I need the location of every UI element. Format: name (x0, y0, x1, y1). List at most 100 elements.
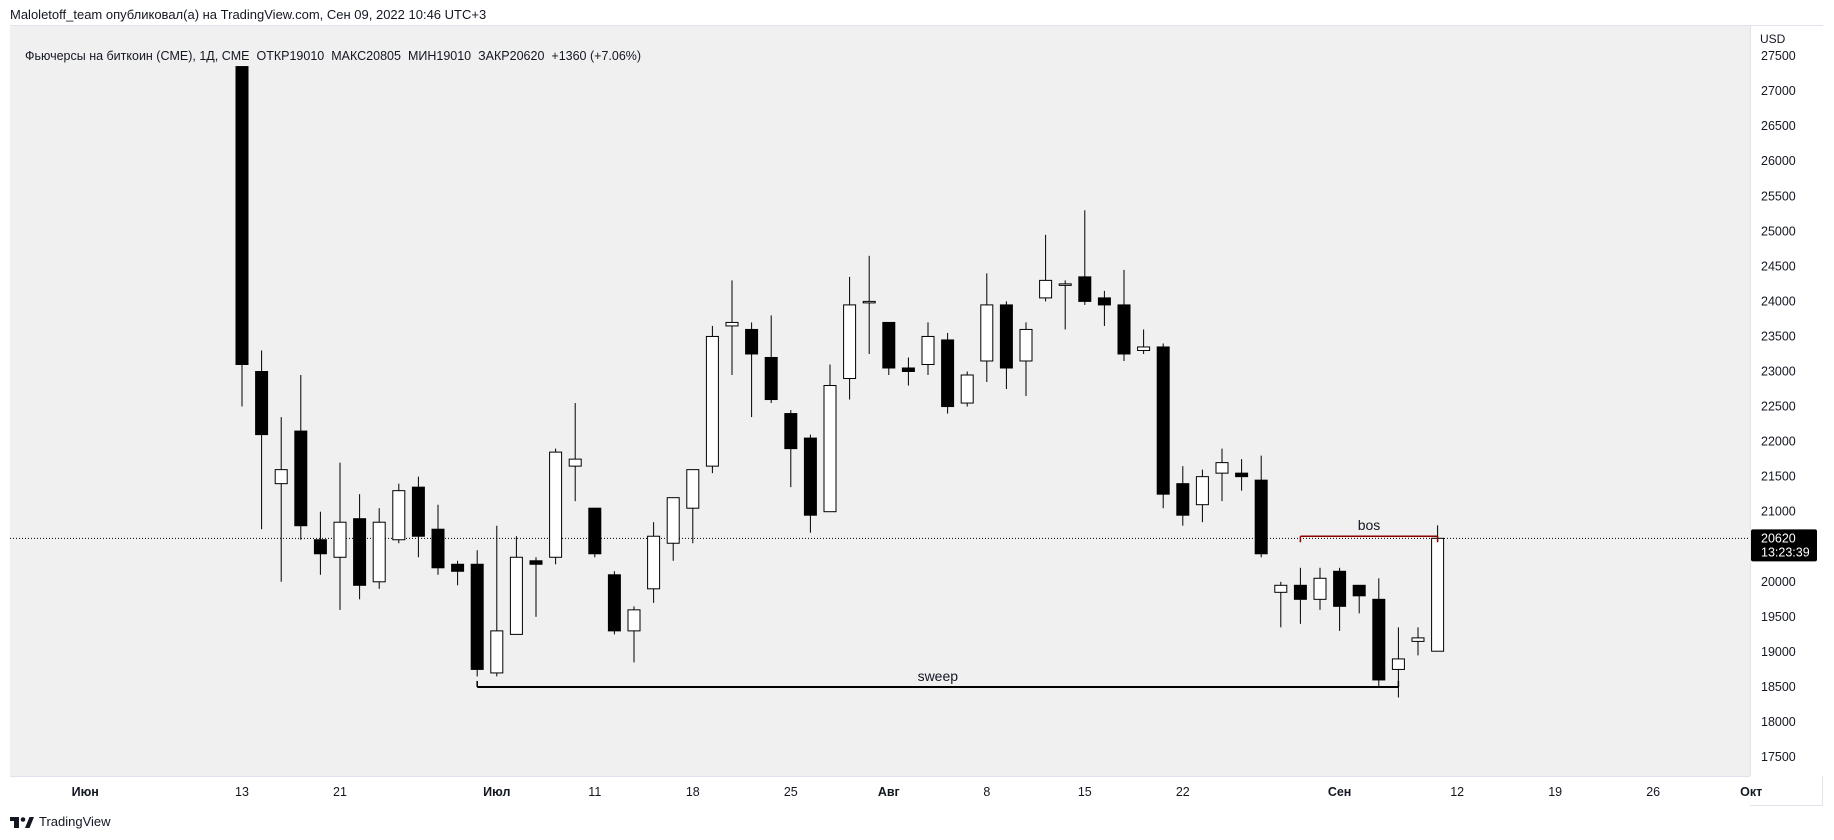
candle (666, 497, 680, 561)
time-tick-labels: Июн 13 21 Июл 11 18 25 Авг 8 15 22 Сен 12 19 26 Окт (72, 785, 1763, 799)
candle-body-bear (294, 430, 308, 527)
candle-body-bull (1313, 577, 1327, 600)
candle-body-bull (392, 490, 406, 541)
candles (235, 66, 1445, 698)
candle (1293, 567, 1307, 624)
candle (843, 276, 857, 400)
candle (509, 536, 523, 635)
price-scale[interactable] (1750, 26, 1823, 776)
price-tick-label: 26500 (1761, 119, 1796, 133)
last-price-tag-value: 20620 (1761, 531, 1796, 545)
candle-body-bull (647, 535, 661, 590)
price-tick-label: 19000 (1761, 645, 1796, 659)
candle (1019, 322, 1033, 397)
candle-body-bull (1274, 584, 1288, 593)
candle (1431, 525, 1445, 652)
time-tick-label: 21 (333, 785, 347, 799)
candle-body-bear (451, 563, 465, 572)
legend-open: ОТКР19010 (256, 49, 325, 63)
candle-body-bear (999, 304, 1013, 369)
candle (764, 315, 778, 404)
candle-body-bear (588, 507, 602, 555)
candle-body-bear (901, 367, 915, 372)
price-tick-label: 27500 (1761, 49, 1796, 63)
candle (803, 434, 817, 533)
candle-body-bull (862, 300, 876, 304)
candle (1078, 210, 1092, 305)
last-price-tag (1751, 529, 1817, 562)
candle-body-bull (509, 556, 523, 635)
price-tick-label: 21500 (1761, 470, 1796, 484)
candle-body-bear (1156, 346, 1170, 495)
candle-body-bear (1372, 598, 1386, 681)
time-tick-label: 15 (1078, 785, 1092, 799)
candle-body-bear (803, 437, 817, 516)
legend-symbol: Фьючерсы на биткоин (CME), 1Д, CME (24, 49, 250, 63)
candle-body-bear (1333, 570, 1347, 607)
candle-body-bear (1078, 276, 1092, 302)
candle-body-bull (823, 385, 837, 513)
legend-low: МИН19010 (407, 49, 472, 63)
time-scale[interactable] (10, 776, 1750, 806)
price-tick-label: 25000 (1761, 224, 1796, 238)
candle (333, 462, 347, 610)
candle-body-bull (921, 335, 935, 365)
candle (980, 273, 994, 383)
price-tick-label: 24500 (1761, 259, 1796, 273)
candle-body-bear (255, 371, 269, 436)
candle (255, 350, 269, 530)
time-tick-label: 26 (1646, 785, 1660, 799)
candle (1097, 290, 1111, 326)
plot-area[interactable] (10, 26, 1750, 776)
price-tick-label: 27000 (1761, 84, 1796, 98)
candle-body-bull (1411, 637, 1425, 642)
candle (1333, 567, 1347, 631)
symbol-legend[interactable]: Фьючерсы на биткоин (CME), 1Д, CME ОТКР19… (18, 35, 648, 63)
candle (862, 255, 876, 354)
candle (549, 448, 563, 565)
candle-body-bull (1137, 346, 1151, 351)
candle-body-bull (1058, 283, 1072, 286)
candle-body-bear (1352, 584, 1366, 597)
candle-body-bear (353, 518, 367, 586)
time-tick-label: Июл (483, 785, 510, 799)
candle-body-bear (529, 560, 543, 565)
published-by-line: Maloletoff_team опубликовал(а) на Tradin… (10, 7, 487, 22)
price-tick-label: 19500 (1761, 610, 1796, 624)
time-tick-label: 8 (983, 785, 990, 799)
price-tick-label: 21000 (1761, 505, 1796, 519)
candle-body-bear (1117, 304, 1131, 355)
candle (647, 522, 661, 603)
candle-body-bear (1235, 472, 1249, 478)
candle-body-bear (764, 356, 778, 401)
candle (490, 525, 504, 677)
candle (451, 560, 465, 586)
candle-body-bull (843, 304, 857, 380)
candle-body-bear (784, 413, 798, 450)
price-tick-label: 26000 (1761, 154, 1796, 168)
candle (686, 469, 700, 544)
time-tick-label: 12 (1450, 785, 1464, 799)
time-tick-label: 13 (235, 785, 249, 799)
candle (1411, 627, 1425, 656)
candle-body-bear (1097, 297, 1111, 306)
sweep-label: sweep (918, 668, 959, 684)
legend-close: ЗАКР20620 (478, 49, 545, 63)
candle (588, 507, 602, 558)
candle (1058, 280, 1072, 330)
candle-body-bull (980, 304, 994, 362)
bos-label: bos (1358, 517, 1381, 533)
tradingview-footer[interactable]: TradingView (10, 814, 111, 829)
candle (294, 375, 308, 540)
candle (353, 494, 367, 600)
candle (823, 364, 837, 513)
candle-body-bull (333, 521, 347, 558)
footer-brand: TradingView (39, 814, 111, 829)
currency-label[interactable]: USD (1760, 32, 1786, 46)
candle (313, 511, 327, 575)
candle (1313, 567, 1327, 610)
candle-body-bear (235, 66, 249, 365)
time-tick-label: 11 (588, 785, 601, 799)
price-tick-label: 20000 (1761, 575, 1796, 589)
